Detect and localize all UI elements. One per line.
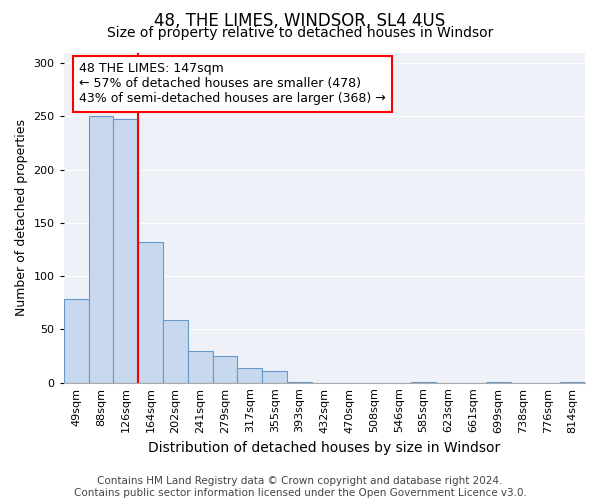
Text: 48 THE LIMES: 147sqm
← 57% of detached houses are smaller (478)
43% of semi-deta: 48 THE LIMES: 147sqm ← 57% of detached h… [79,62,386,106]
Bar [64,298,89,382]
Bar [212,356,238,382]
Bar [89,116,113,382]
Bar [138,242,163,382]
Text: 48, THE LIMES, WINDSOR, SL4 4US: 48, THE LIMES, WINDSOR, SL4 4US [154,12,446,30]
Bar [238,368,262,382]
Y-axis label: Number of detached properties: Number of detached properties [15,119,28,316]
Text: Contains HM Land Registry data © Crown copyright and database right 2024.
Contai: Contains HM Land Registry data © Crown c… [74,476,526,498]
Bar [262,371,287,382]
Text: Size of property relative to detached houses in Windsor: Size of property relative to detached ho… [107,26,493,40]
Bar [163,320,188,382]
X-axis label: Distribution of detached houses by size in Windsor: Distribution of detached houses by size … [148,441,500,455]
Bar [113,118,138,382]
Bar [188,350,212,382]
